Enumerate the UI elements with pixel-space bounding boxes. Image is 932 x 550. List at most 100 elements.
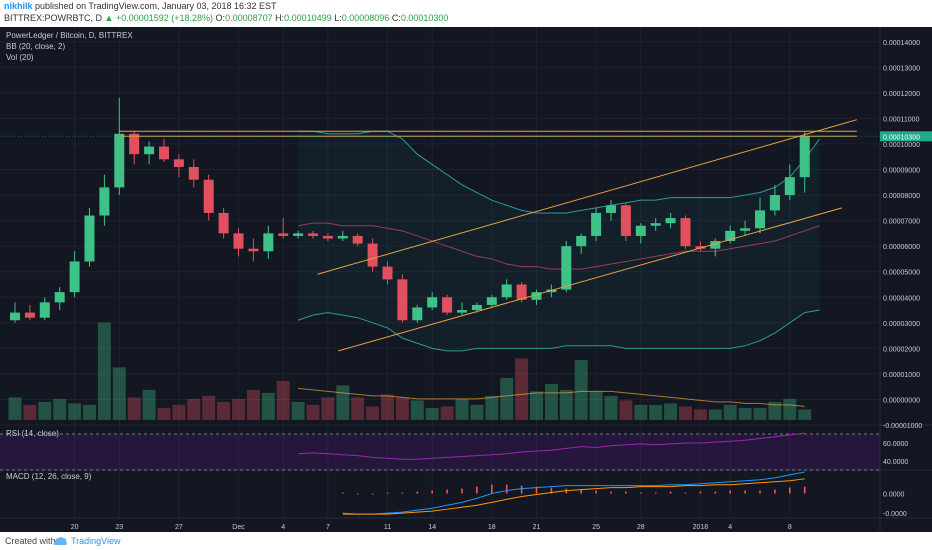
macd-histogram-bar (654, 492, 657, 494)
candle-body (84, 215, 95, 262)
rsi-tick-label: 40.0000 (883, 459, 908, 466)
chart-header: nikhilk published on TradingView.com, Ja… (0, 0, 932, 27)
macd-signal-line (342, 478, 805, 515)
volume-bar (723, 404, 737, 420)
time-tick-label: 20 (71, 524, 79, 531)
candle-body (322, 235, 333, 239)
candle-body (680, 218, 691, 247)
legend-macd[interactable]: MACD (12, 26, close, 9) (6, 472, 92, 481)
macd-histogram-bar (491, 484, 493, 494)
footer: Created with TradingView (0, 532, 932, 550)
volume-bar (381, 394, 394, 420)
candle-body (144, 146, 155, 155)
change-value: ▲ +0.00001592 (+18.28%) (104, 13, 214, 23)
candle-body (620, 205, 631, 236)
volume-bar (202, 395, 216, 420)
volume-bar (97, 322, 111, 420)
price-tick-label: 0.00007000 (883, 219, 920, 226)
volume-bar (604, 395, 618, 420)
candle-body (650, 223, 661, 226)
volume-bar (68, 403, 82, 420)
author-link[interactable]: nikhilk (4, 1, 33, 11)
bb-basis-line (298, 222, 820, 270)
volume-bar (246, 389, 260, 420)
volume-bar (693, 409, 707, 420)
close-value: 0.00010300 (400, 13, 449, 23)
candle-body (159, 146, 169, 160)
candle-body (531, 292, 542, 300)
macd-line (342, 471, 805, 515)
candle-body (203, 179, 214, 213)
candle-body (695, 246, 706, 249)
time-tick-label: 11 (384, 524, 391, 531)
candle-body (39, 302, 50, 318)
ohlc-line: BITTREX:POWRBTC, D ▲ +0.00001592 (+18.28… (4, 13, 448, 23)
macd-histogram-bar (759, 490, 761, 494)
candle-body (755, 210, 765, 229)
legend-vol[interactable]: Vol (20) (6, 53, 34, 62)
macd-histogram-bar (431, 490, 433, 494)
macd-histogram-bar (416, 491, 419, 494)
time-tick-label: 2018 (693, 524, 709, 531)
candle-body (561, 246, 572, 290)
legend-bb[interactable]: BB (20, close, 2) (6, 42, 66, 51)
macd-histogram-bar (550, 487, 553, 494)
symbol-label: BITTREX:POWRBTC, D (4, 13, 103, 23)
macd-histogram-bar (714, 491, 717, 494)
candle-body (99, 187, 110, 216)
candle-body (769, 195, 780, 211)
macd-histogram-bar (401, 492, 404, 494)
rsi-line (298, 432, 805, 460)
candle-body (337, 235, 348, 239)
volume-bar (366, 406, 380, 420)
time-tick-label: 8 (788, 524, 792, 531)
volume-bar (783, 398, 797, 420)
bb-lower-line (297, 309, 820, 352)
candle-body (233, 233, 244, 249)
price-tick-label: 0.00006000 (883, 244, 920, 251)
time-tick-label: 14 (428, 524, 436, 531)
trendline (317, 119, 857, 275)
macd-tick-label: 0.0000 (883, 492, 905, 499)
rsi-tick-label: 60.0000 (883, 441, 908, 448)
volume-bar (83, 404, 96, 420)
candle-body (397, 279, 408, 321)
legend-title: PowerLedger / Bitcoin, D, BITTREX (6, 31, 133, 40)
volume-bar (187, 398, 201, 420)
volume-bar (112, 367, 126, 420)
volume-bar (395, 397, 409, 420)
price-tick-label: 0.00001000 (883, 372, 920, 379)
time-tick-label: 18 (488, 524, 496, 531)
macd-histogram-bar (356, 493, 359, 495)
volume-bar (574, 359, 588, 420)
tradingview-brand[interactable]: TradingView (71, 536, 121, 546)
volume-bar (425, 407, 439, 420)
candle-body (486, 297, 497, 305)
volume-bar (261, 392, 275, 420)
open-value: 0.00008707 (225, 13, 273, 23)
macd-histogram-bar (610, 491, 612, 494)
price-tick-label: 0.00013000 (883, 65, 920, 72)
price-tick-label: 0.00008000 (883, 193, 920, 200)
candle-body (24, 312, 35, 318)
volume-bar (53, 398, 67, 420)
price-tick-label: 0.00005000 (883, 270, 920, 277)
candle-body (367, 243, 378, 267)
price-tick-label: 0.00004000 (883, 295, 920, 302)
last-price-tag (880, 131, 932, 142)
macd-histogram-bar (386, 492, 389, 494)
volume-bar (559, 389, 573, 420)
chart-svg[interactable]: 0.00014000 0.00013000 0.00012000 0.00011000… (0, 27, 932, 532)
volume-bar (23, 404, 37, 420)
candle-body (263, 233, 274, 252)
time-tick-label: 23 (115, 524, 123, 531)
volume-bar (619, 400, 633, 420)
legend-rsi[interactable]: RSI (14, close) (6, 429, 59, 438)
macd-histogram-bar (625, 491, 627, 494)
high-label: H: (275, 13, 285, 23)
volume-bar (753, 407, 767, 420)
price-tick-label: 0.00011000 (883, 116, 920, 123)
macd-histogram-bar (803, 486, 806, 494)
macd-histogram-bar (535, 486, 538, 494)
chart-area[interactable]: 0.00014000 0.00013000 0.00012000 0.00011000… (0, 27, 932, 532)
